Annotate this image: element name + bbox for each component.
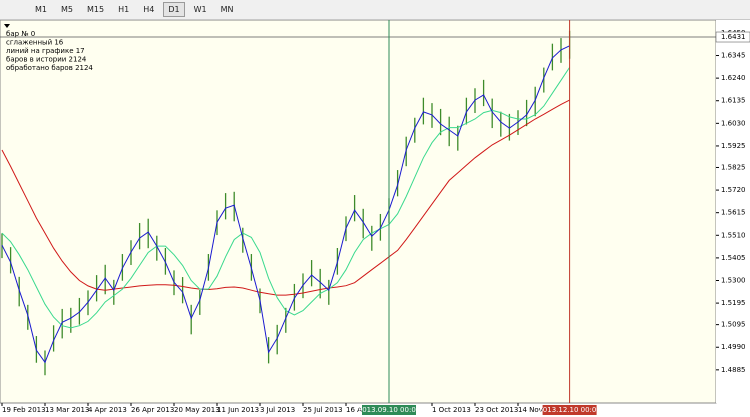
y-tick-label: 1.5095	[721, 321, 746, 329]
plot-area	[0, 20, 717, 404]
info-text: сглаженный 16	[6, 39, 64, 47]
crosshair-label-bg	[362, 405, 416, 415]
crosshair-label: 2013.09.10 00:00	[358, 406, 420, 414]
y-tick-label: 1.6030	[721, 119, 746, 127]
x-tick-label: 13 Mar 2013	[45, 406, 89, 414]
timeframe-button[interactable]: H1	[118, 5, 130, 14]
price-label: 1.6431	[721, 33, 746, 41]
y-tick-label: 1.5825	[721, 163, 746, 171]
y-tick-label: 1.5510	[721, 231, 746, 239]
x-tick-label: 4 Apr 2013	[88, 406, 127, 414]
timeframe-button[interactable]: M15	[87, 5, 105, 14]
crosshair-label: 2013.12.10 00:00	[538, 406, 600, 414]
y-tick-label: 1.6135	[721, 97, 746, 105]
toolbar: M1 M5 M15 H1 H4 D1 W1 MN	[0, 0, 750, 20]
y-tick-label: 1.6240	[721, 74, 746, 82]
price-axis	[716, 20, 750, 403]
timeframe-button[interactable]: MN	[220, 5, 234, 14]
y-tick-label: 1.4885	[721, 366, 746, 374]
y-tick-label: 1.5720	[721, 186, 746, 194]
moving-average	[1, 99, 570, 296]
y-tick-label: 1.5405	[721, 254, 746, 262]
moving-average	[1, 45, 570, 364]
y-tick-label: 1.5925	[721, 142, 746, 150]
price-label-bg	[715, 31, 750, 43]
y-tick-label: 1.5195	[721, 299, 746, 307]
moving-average	[1, 67, 571, 329]
crosshair-label-bg	[542, 405, 597, 415]
x-tick-label: 3 Jul 2013	[260, 406, 295, 414]
x-tick-label: 19 Feb 2013	[2, 406, 46, 414]
x-tick-label: 14 Nov 2013	[518, 406, 563, 414]
x-tick-label: 20 May 2013	[174, 406, 220, 414]
info-text: баров в истории 2124	[6, 56, 87, 64]
timeframe-button[interactable]: M1	[35, 5, 47, 14]
x-tick-label: 11 Jun 2013	[217, 406, 259, 414]
chart: 1.64501.63451.62401.61351.60301.59251.58…	[0, 20, 750, 415]
collapse-icon	[4, 24, 10, 28]
timeframe-button[interactable]: W1	[193, 5, 207, 14]
y-tick-label: 1.4990	[721, 343, 746, 351]
timeframe-button[interactable]: H4	[143, 5, 155, 14]
info-text: обработано баров 2124	[6, 64, 93, 72]
timeframe-button[interactable]: D1	[163, 2, 185, 17]
x-tick-label: 25 Jul 2013	[303, 406, 343, 414]
x-tick-label: 1 Oct 2013	[432, 406, 471, 414]
y-tick-label: 1.6345	[721, 52, 746, 60]
y-tick-label: 1.5615	[721, 209, 746, 217]
timeframe-button[interactable]: M5	[61, 5, 73, 14]
info-text: бар № 0	[6, 30, 35, 38]
y-tick-label: 1.5300	[721, 277, 746, 285]
info-text: линий на графике 17	[6, 47, 85, 55]
x-tick-label: 23 Oct 2013	[475, 406, 518, 414]
x-tick-label: 26 Apr 2013	[131, 406, 174, 414]
